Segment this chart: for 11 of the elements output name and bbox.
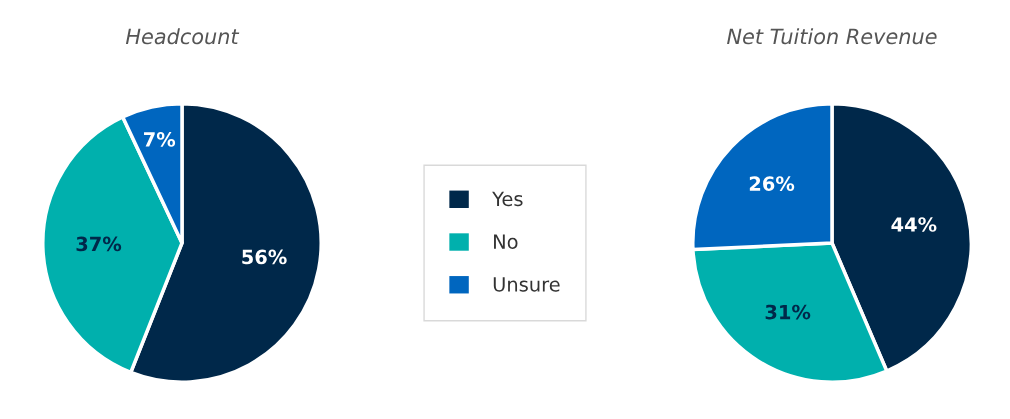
data-label: 56% — [242, 249, 287, 265]
chart-title: Net Tuition Revenue — [727, 28, 937, 45]
legend-label: No — [494, 234, 518, 249]
data-label: 26% — [749, 176, 795, 191]
chart-title: Headcount — [125, 28, 240, 45]
data-label: 37% — [76, 236, 122, 252]
data-label: 44% — [891, 217, 937, 232]
legend-label: Unsure — [493, 277, 560, 292]
data-label: 7% — [144, 132, 176, 147]
data-label: 31% — [765, 304, 811, 320]
legend-label: Yes — [492, 191, 523, 207]
